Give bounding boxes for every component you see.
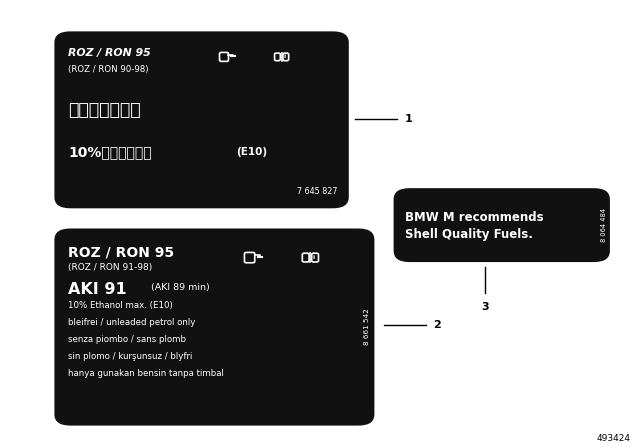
Text: 8 064 484: 8 064 484 (600, 208, 607, 242)
Text: 7 645 827: 7 645 827 (297, 187, 337, 196)
Text: bleifrei / unleaded petrol only: bleifrei / unleaded petrol only (68, 318, 196, 327)
Text: Shell Quality Fuels.: Shell Quality Fuels. (405, 228, 533, 241)
Text: ROZ / RON 95: ROZ / RON 95 (68, 48, 151, 58)
Text: BMW M recommends: BMW M recommends (405, 211, 544, 224)
Text: 1: 1 (404, 114, 412, 124)
FancyBboxPatch shape (394, 188, 610, 262)
Text: hanya gunakan bensin tanpa timbal: hanya gunakan bensin tanpa timbal (68, 369, 225, 378)
Text: 8 661 542: 8 661 542 (364, 309, 370, 345)
Text: i: i (312, 255, 314, 260)
Text: sin plomo / kurşunsuz / blyfri: sin plomo / kurşunsuz / blyfri (68, 352, 193, 361)
Text: (ROZ / RON 90-98): (ROZ / RON 90-98) (68, 65, 149, 74)
Text: 10% Ethanol max. (E10): 10% Ethanol max. (E10) (68, 301, 173, 310)
Text: 2: 2 (433, 320, 441, 330)
Text: 10%乙醇最大含量: 10%乙醇最大含量 (68, 146, 152, 159)
Text: 3: 3 (481, 302, 489, 311)
Text: 493424: 493424 (596, 434, 630, 443)
FancyBboxPatch shape (54, 31, 349, 208)
Text: (ROZ / RON 91-98): (ROZ / RON 91-98) (68, 263, 153, 272)
Text: ROZ / RON 95: ROZ / RON 95 (68, 246, 175, 259)
Text: 仅使用无铅汽油: 仅使用无铅汽油 (68, 101, 141, 119)
Text: (E10): (E10) (236, 147, 268, 157)
Text: i: i (283, 54, 285, 60)
Text: senza piombo / sans plomb: senza piombo / sans plomb (68, 335, 186, 344)
Text: (AKI 89 min): (AKI 89 min) (148, 283, 210, 292)
Text: AKI 91: AKI 91 (68, 282, 127, 297)
FancyBboxPatch shape (54, 228, 374, 426)
